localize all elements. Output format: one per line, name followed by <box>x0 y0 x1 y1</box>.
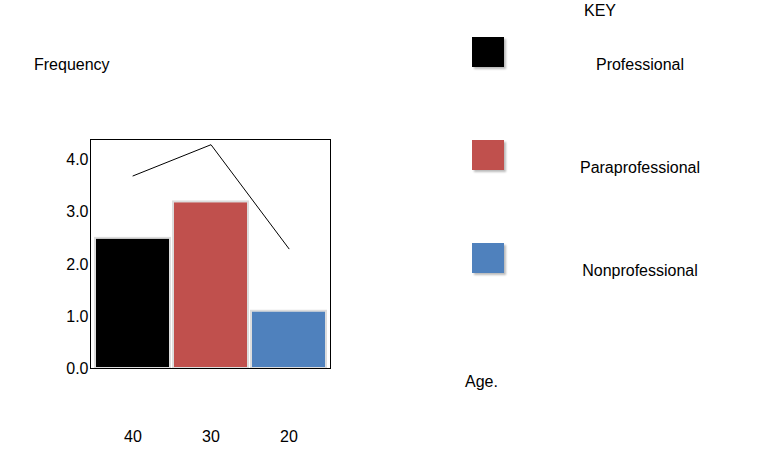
html-text:Nonprofessional: Nonprofessional <box>582 262 698 279</box>
svg-text:1.0: 1.0 <box>66 308 88 325</box>
svg-text:30: 30 <box>202 428 220 445</box>
html-text:KEY: KEY <box>584 2 616 19</box>
svg-text:2.0: 2.0 <box>66 256 88 273</box>
html-text:Paraprofessional: Paraprofessional <box>580 159 700 176</box>
svg-text:20: 20 <box>280 428 298 445</box>
html-text:Frequency: Frequency <box>34 56 110 73</box>
svg-text:4.0: 4.0 <box>66 151 88 168</box>
html-text:Age.: Age. <box>465 373 498 390</box>
svg-text:40: 40 <box>124 428 142 445</box>
html-text:Professional: Professional <box>596 56 684 73</box>
svg-text:0.0: 0.0 <box>66 360 88 377</box>
svg-text:3.0: 3.0 <box>66 203 88 220</box>
